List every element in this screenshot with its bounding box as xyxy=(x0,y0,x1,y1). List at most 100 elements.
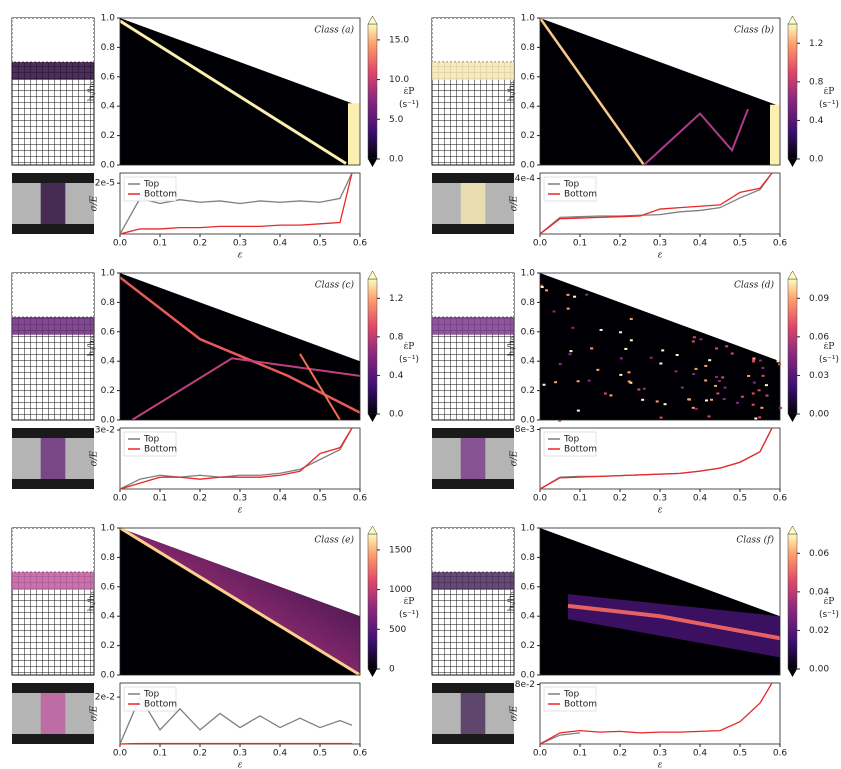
specimen-void xyxy=(11,272,95,318)
strain-spot xyxy=(659,416,663,419)
strain-spot xyxy=(692,336,696,339)
strain-spot xyxy=(722,398,726,401)
strain-spot xyxy=(725,345,729,348)
colorbar-tick-label: 0.0 xyxy=(389,155,404,165)
strain-spot xyxy=(751,403,755,406)
x-tick-label: 0.0 xyxy=(533,494,548,504)
y-tick-label: 0.8 xyxy=(521,298,536,308)
strain-spot xyxy=(715,375,719,378)
colorbar-label: ε̇P xyxy=(824,597,835,607)
colorbar-cap xyxy=(368,669,377,677)
strain-spot xyxy=(545,289,549,292)
y-tick-label: 4e-4 xyxy=(515,174,536,184)
strain-band xyxy=(131,357,361,421)
y-axis-label: σ/E xyxy=(510,195,520,211)
x-tick-label: 0.6 xyxy=(773,749,788,759)
x-tick-label: 0.3 xyxy=(653,494,667,504)
colorbar-tick-label: 1000 xyxy=(389,585,412,595)
colorbar-label: ε̇P xyxy=(824,342,835,352)
strain-spot xyxy=(691,340,695,343)
x-tick-label: 0.5 xyxy=(313,494,327,504)
series-line xyxy=(540,427,773,490)
strain-spot xyxy=(629,339,633,342)
y-tick-label: 0.8 xyxy=(101,43,116,53)
series-line xyxy=(120,172,353,235)
y-tick-label: 0.4 xyxy=(521,357,536,367)
y-axis-label: σ/E xyxy=(510,450,520,466)
legend-label: Bottom xyxy=(564,700,597,710)
specimen-band xyxy=(12,317,94,335)
x-tick-label: 0.6 xyxy=(353,239,368,249)
strain-spot xyxy=(573,295,577,298)
legend-label: Top xyxy=(563,435,579,445)
x-tick-label: 0.3 xyxy=(233,239,247,249)
colorbar-cap xyxy=(367,15,378,25)
x-tick-label: 0.4 xyxy=(693,749,708,759)
strain-spot xyxy=(558,362,562,365)
x-tick-label: 0.5 xyxy=(313,749,327,759)
y-tick-label: 0.0 xyxy=(521,161,536,171)
y-axis-label: σ/E xyxy=(90,450,100,466)
colorbar-tick-label: 0.02 xyxy=(809,626,829,636)
plot-frame xyxy=(119,17,361,166)
legend-label: Top xyxy=(563,180,579,190)
colorbar-tick-label: 0.03 xyxy=(809,371,829,381)
strain-spot xyxy=(663,403,667,406)
colorbar-tick-label: 0.00 xyxy=(809,410,829,420)
plot-frame xyxy=(119,272,361,421)
strain-spot xyxy=(760,406,764,409)
y-tick-label: 0.8 xyxy=(521,553,536,563)
series-line xyxy=(120,172,353,235)
strain-spot xyxy=(688,398,692,401)
heatmap-field xyxy=(540,273,780,420)
colorbar-cap xyxy=(368,159,377,167)
strain-spot xyxy=(540,284,544,287)
colorbar-tick-label: 0.8 xyxy=(389,332,404,342)
y-tick-label: 0.0 xyxy=(521,671,536,681)
colorbar-label: ε̇P xyxy=(404,342,415,352)
y-tick-label: 0.0 xyxy=(101,161,116,171)
strain-spot xyxy=(624,347,628,350)
plot-frame xyxy=(119,527,361,676)
colorbar-tick-label: 1.2 xyxy=(389,294,403,304)
strain-spot xyxy=(761,374,765,377)
strain-spot xyxy=(674,370,678,373)
x-tick-label: 0.5 xyxy=(733,749,747,759)
strain-spot xyxy=(587,379,591,382)
panel: 0.0 0.2 0.4 0.6 0.8 1.0 hᵢ/h₀ Class (e) 0 500 1000… xyxy=(11,524,419,769)
strain-band xyxy=(538,17,646,166)
x-axis-label: ε xyxy=(658,506,663,516)
y-axis-label: σ/E xyxy=(90,705,100,721)
colorbar-tick-label: 0 xyxy=(389,665,395,675)
x-tick-label: 0.0 xyxy=(113,494,128,504)
strain-spot xyxy=(694,407,698,410)
y-axis-label: σ/E xyxy=(510,705,520,721)
heatmap-field xyxy=(540,18,780,165)
x-tick-label: 0.1 xyxy=(153,239,167,249)
strain-spot xyxy=(659,362,663,365)
y-tick-label: 1.0 xyxy=(521,14,536,24)
strain-band xyxy=(299,353,341,421)
colorbar-unit: (s⁻¹) xyxy=(819,100,839,110)
y-tick-label: 0.4 xyxy=(101,612,116,622)
y-tick-label: 8e-3 xyxy=(515,425,535,435)
y-tick-label: 0.6 xyxy=(521,327,536,337)
strain-spot xyxy=(751,360,755,363)
x-axis-label: ε xyxy=(658,761,663,769)
strain-spot xyxy=(723,386,727,389)
strain-spot xyxy=(761,366,765,369)
x-tick-label: 0.0 xyxy=(113,749,128,759)
strain-spot xyxy=(779,406,783,409)
strain-spot xyxy=(637,388,641,391)
colorbar-tick-label: 0.06 xyxy=(809,332,829,342)
y-axis-label: hᵢ/h₀ xyxy=(508,81,518,101)
x-tick-label: 0.0 xyxy=(533,239,548,249)
colorbar xyxy=(787,278,798,415)
y-tick-label: 1.0 xyxy=(101,14,116,24)
y-tick-label: 0.2 xyxy=(101,641,115,651)
thumbnail-edge xyxy=(432,428,514,438)
thumbnail-edge xyxy=(12,734,94,744)
strain-band xyxy=(643,108,749,166)
y-tick-label: 0.6 xyxy=(101,72,116,82)
